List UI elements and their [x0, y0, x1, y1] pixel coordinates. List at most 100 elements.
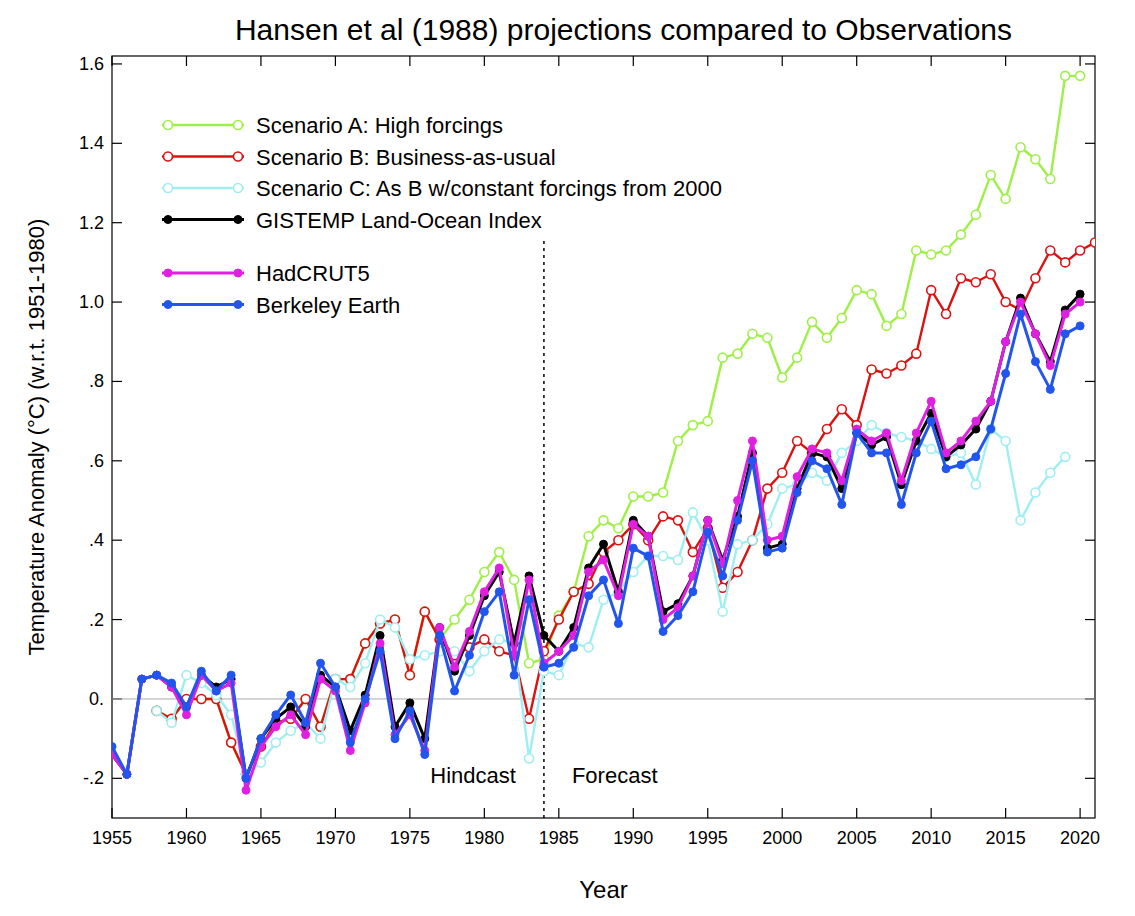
x-tick: [782, 56, 783, 66]
data-point: [987, 425, 995, 433]
data-point: [480, 567, 489, 576]
data-point: [897, 433, 906, 442]
series-group: [112, 71, 1095, 794]
data-point: [778, 373, 787, 382]
data-point: [405, 671, 414, 680]
data-point: [569, 587, 578, 596]
data-point: [659, 552, 668, 561]
data-point: [1076, 298, 1084, 306]
data-point: [510, 575, 519, 584]
data-point: [152, 706, 161, 715]
data-point: [420, 607, 429, 616]
data-point: [316, 734, 325, 743]
data-point: [734, 516, 742, 524]
data-point: [600, 540, 608, 548]
series: [112, 310, 1084, 782]
annotation: Hindcast: [430, 763, 516, 788]
x-tick: [707, 808, 708, 818]
data-point: [138, 675, 146, 683]
series-line: [112, 294, 1080, 778]
data-point: [793, 473, 801, 481]
data-point: [555, 647, 563, 655]
x-tick: [558, 808, 559, 818]
data-point: [495, 647, 504, 656]
x-tick-label: 2000: [762, 828, 802, 848]
data-point: [301, 694, 310, 703]
data-point: [808, 317, 817, 326]
data-point: [853, 429, 861, 437]
data-point: [495, 588, 503, 596]
legend-marker: [234, 216, 242, 224]
data-point: [956, 274, 965, 283]
y-tick-label: 1.4: [79, 133, 104, 153]
data-point: [629, 544, 637, 552]
data-point: [540, 631, 548, 639]
data-point: [972, 417, 980, 425]
data-point: [153, 671, 161, 679]
data-point: [540, 663, 548, 671]
data-point: [525, 596, 533, 604]
legend-label: Scenario A: High forcings: [256, 113, 503, 138]
data-point: [688, 421, 697, 430]
data-point: [390, 623, 399, 632]
data-point: [600, 556, 608, 564]
series-line: [157, 243, 1095, 775]
data-point: [673, 556, 682, 565]
y-tick-label: .2: [89, 610, 104, 630]
data-point: [1091, 238, 1096, 247]
legend-label: GISTEMP Land-Ocean Index: [256, 208, 542, 233]
data-point: [718, 353, 727, 362]
series: [152, 238, 1095, 779]
data-point: [525, 754, 534, 763]
data-point: [837, 313, 846, 322]
y-tick: [112, 222, 122, 223]
data-point: [123, 770, 131, 778]
data-point: [451, 687, 459, 695]
x-tick: [856, 808, 857, 818]
x-tick-label: 1970: [315, 828, 355, 848]
data-point: [704, 516, 712, 524]
x-tick: [1080, 808, 1081, 818]
data-point: [302, 731, 310, 739]
x-tick: [1005, 56, 1006, 66]
y-axis-label: Temperature Anomaly (°C) (w.r.t. 1951-19…: [24, 219, 49, 656]
x-tick-label: 1960: [166, 828, 206, 848]
x-tick: [186, 56, 187, 66]
data-point: [674, 612, 682, 620]
data-point: [585, 568, 593, 576]
x-tick-label: 1955: [92, 828, 132, 848]
data-point: [570, 643, 578, 651]
series-line: [112, 302, 1080, 790]
data-point: [406, 707, 414, 715]
data-point: [1076, 246, 1085, 255]
data-point: [957, 437, 965, 445]
data-point: [495, 548, 504, 557]
data-point: [629, 492, 638, 501]
data-point: [644, 532, 652, 540]
data-point: [1002, 370, 1010, 378]
data-point: [1002, 338, 1010, 346]
data-point: [465, 651, 473, 659]
data-point: [867, 365, 876, 374]
data-point: [927, 444, 936, 453]
data-point: [852, 286, 861, 295]
data-point: [837, 405, 846, 414]
data-point: [510, 671, 518, 679]
data-point: [956, 448, 965, 457]
series-line: [157, 76, 1080, 775]
data-point: [748, 536, 757, 545]
data-point: [912, 246, 921, 255]
legend-marker: [234, 301, 242, 309]
data-point: [405, 671, 414, 680]
data-point: [644, 552, 652, 560]
legend-label: Berkeley Earth: [256, 293, 400, 318]
zero-line: [112, 698, 1095, 699]
data-point: [748, 457, 756, 465]
data-point: [287, 703, 295, 711]
data-point: [450, 647, 459, 656]
data-point: [808, 445, 816, 453]
data-point: [391, 735, 399, 743]
data-point: [212, 687, 220, 695]
data-point: [495, 635, 504, 644]
data-point: [659, 627, 667, 635]
